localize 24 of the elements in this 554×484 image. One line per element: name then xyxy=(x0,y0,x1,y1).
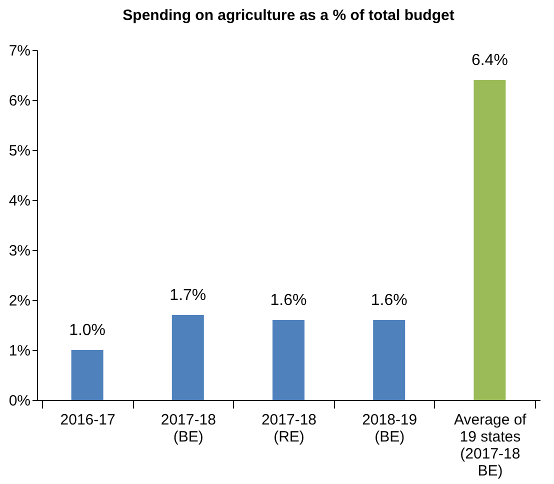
y-tick-label: 5% xyxy=(8,142,30,160)
data-label: 6.4% xyxy=(471,52,508,69)
y-tick-label: 2% xyxy=(8,292,30,310)
y-tick-label: 0% xyxy=(8,392,30,410)
y-tick-label: 3% xyxy=(8,242,30,260)
x-tick-label: Average of 19 states (2017-18 BE) xyxy=(454,412,528,480)
data-label: 1.6% xyxy=(270,292,307,309)
y-tick-label: 4% xyxy=(8,192,30,210)
chart-title: Spending on agriculture as a % of total budget xyxy=(122,7,454,24)
bar xyxy=(71,350,104,400)
data-label: 1.0% xyxy=(69,322,106,339)
x-tick-label: 2017-18 (BE) xyxy=(160,412,216,446)
x-tick-label: 2017-18 (RE) xyxy=(261,412,317,446)
x-tick-label: 2016-17 xyxy=(60,412,116,428)
y-tick-label: 1% xyxy=(8,342,30,360)
bar xyxy=(373,320,406,400)
bar xyxy=(272,320,304,400)
data-label: 1.7% xyxy=(170,287,206,304)
bar xyxy=(172,315,204,400)
y-tick-label: 6% xyxy=(8,92,30,110)
y-tick-label: 7% xyxy=(8,42,30,60)
bar xyxy=(474,80,506,400)
data-label: 1.6% xyxy=(370,292,408,309)
x-tick-label: 2018-19 (BE) xyxy=(362,412,418,446)
